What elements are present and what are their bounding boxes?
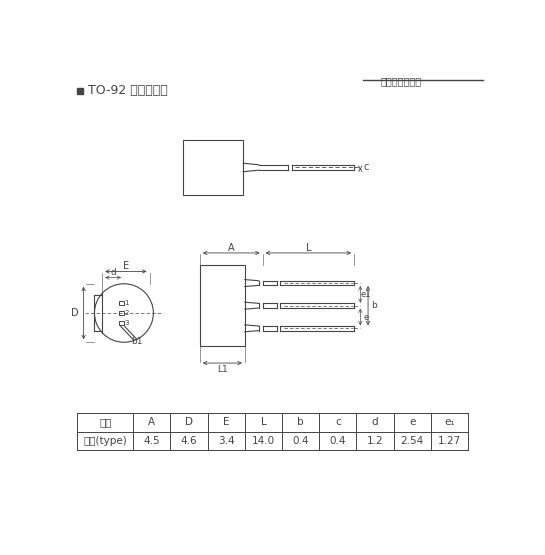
Text: 毫米(type): 毫米(type) [83,436,127,446]
Text: d: d [110,269,116,278]
Text: D: D [185,417,193,427]
Text: D: D [71,308,79,318]
Text: b: b [371,301,377,310]
Text: d: d [372,417,378,427]
Text: 1: 1 [125,300,129,306]
Text: b: b [298,417,304,427]
Text: e: e [363,312,368,321]
Text: 1.2: 1.2 [367,436,383,446]
Text: b1: b1 [131,337,142,346]
Bar [183,140,243,195]
Text: e: e [409,417,415,427]
Text: L: L [261,417,267,427]
Text: 3: 3 [125,320,129,326]
Text: 4.5: 4.5 [143,436,160,446]
Text: L1: L1 [217,365,228,374]
Text: 产品参数说明书: 产品参数说明书 [381,76,422,86]
Text: 2: 2 [125,310,129,316]
Bar [119,301,124,305]
Text: A: A [228,243,234,253]
Text: E: E [223,417,229,427]
Text: 0.4: 0.4 [330,436,346,446]
Text: E: E [123,261,129,271]
Bar [77,88,83,94]
Text: c: c [335,417,341,427]
Text: TO-92 通用尺寸图: TO-92 通用尺寸图 [88,84,167,97]
Text: 4.6: 4.6 [181,436,197,446]
Text: e₁: e₁ [444,417,455,427]
Text: e1: e1 [360,290,371,299]
Text: 2.54: 2.54 [401,436,424,446]
Bar [200,265,245,346]
Text: 3.4: 3.4 [218,436,234,446]
Text: c: c [364,163,369,173]
Text: 0.4: 0.4 [292,436,309,446]
Text: 符号: 符号 [99,417,112,427]
Text: L: L [306,243,311,253]
Text: 1.27: 1.27 [438,436,461,446]
Bar [119,321,124,325]
Text: 14.0: 14.0 [252,436,275,446]
Text: A: A [148,417,155,427]
Bar [119,311,124,315]
